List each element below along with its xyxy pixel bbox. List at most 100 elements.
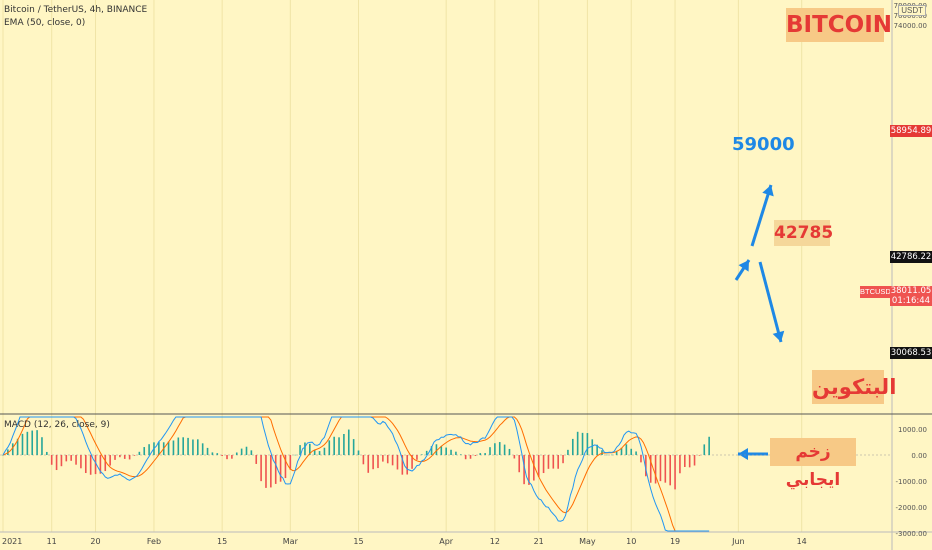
arrow-up-large-shaft [750, 184, 773, 247]
macd-histogram-bar [265, 455, 267, 488]
macd-histogram-bar [664, 455, 667, 483]
macd-histogram-bar [533, 455, 535, 481]
macd-line [2, 416, 710, 532]
macd-histogram-bar [11, 443, 14, 455]
macd-histogram-bar [698, 455, 701, 456]
macd-histogram-bar [620, 447, 623, 455]
macd-histogram-bar [362, 455, 365, 465]
macd-histogram-bar [669, 455, 671, 486]
macd-histogram-bar [352, 439, 355, 455]
macd-histogram-bar [562, 455, 564, 464]
macd-histogram-bar [240, 448, 243, 455]
macd-histogram-bar [586, 433, 589, 455]
macd-histogram-bar [649, 455, 652, 483]
label-42785: 42785 [774, 220, 833, 246]
macd-histogram-bar [347, 429, 350, 455]
x-tick-label: Mar [283, 537, 299, 546]
macd-histogram-bar [148, 444, 150, 455]
macd-histogram-bar [528, 455, 530, 485]
macd-histogram-bar [289, 455, 292, 470]
macd-histogram-bar [313, 449, 316, 455]
macd-histogram-bar [70, 455, 72, 461]
macd-histogram-bar [250, 450, 253, 455]
macd-tick-label: -2000.00 [896, 504, 927, 512]
macd-histogram-bar [450, 449, 452, 455]
macd-histogram-bar [123, 455, 126, 459]
macd-histogram-bar [382, 455, 384, 462]
tag-mid-level: 42786.22 [890, 251, 932, 263]
currency-label: USDT [898, 5, 926, 16]
macd-histogram-bar [60, 455, 63, 467]
macd-histogram-bar [391, 455, 394, 466]
macd-histogram-bar [615, 450, 618, 455]
macd-histogram-bar [552, 455, 555, 469]
x-tick-label: May [579, 537, 596, 546]
macd-histogram-bar [143, 447, 146, 455]
macd-histogram-bar [94, 455, 97, 475]
x-tick-label: 21 [534, 537, 544, 546]
x-tick-label: 15 [353, 537, 363, 546]
macd-histogram-bar [80, 455, 82, 469]
macd-histogram-bar [469, 455, 472, 459]
tag-current-price: 38011.05 01:16:44 [890, 286, 932, 306]
x-tick-label: 20 [90, 537, 100, 546]
arrows [734, 184, 785, 460]
macd-histogram-bar [635, 451, 637, 455]
macd-histogram-bar [508, 448, 511, 455]
macd-histogram-bar [187, 437, 189, 455]
macd-histogram-bar [494, 443, 496, 455]
macd-histogram-bar [372, 455, 374, 470]
macd-histogram-bar [513, 455, 516, 459]
macd-histogram-bar [654, 455, 657, 484]
arrow-down-head [772, 330, 785, 342]
macd-histogram-bar [309, 443, 311, 455]
macd-histogram-bar [386, 455, 389, 464]
macd-histogram-bar [21, 433, 24, 455]
chart-legend: Bitcoin / TetherUS, 4h, BINANCE EMA (50,… [4, 4, 147, 30]
macd-histogram-bar [684, 455, 686, 468]
y-tick-label: 76000.00 [894, 12, 927, 20]
momentum-label: زخم ايجابي [770, 438, 856, 490]
macd-histogram-bar [411, 455, 413, 469]
macd-histogram-bar [484, 453, 486, 455]
macd-histogram-bar [674, 455, 676, 490]
x-tick-label: 11 [47, 537, 57, 546]
macd-signal-line [2, 416, 710, 532]
x-tick-label: 15 [217, 537, 227, 546]
macd-histogram-bar [172, 440, 175, 455]
macd-histogram-bar [65, 455, 68, 462]
macd-histogram-bar [523, 455, 525, 485]
macd-histogram-bar [606, 454, 608, 456]
x-tick-label: 10 [626, 537, 636, 546]
macd-histogram-bar [318, 451, 321, 455]
macd-histogram-bar [328, 440, 331, 455]
macd-histogram-bar [119, 455, 121, 458]
x-tick-label: 2021 [2, 537, 22, 546]
macd-histogram-bar [489, 447, 491, 455]
arrow-momentum-head [738, 448, 748, 460]
macd-histogram-bar [547, 455, 550, 469]
current-price: 38011.05 [890, 286, 932, 296]
macd-histogram-bar [182, 437, 184, 455]
macd-histogram-bar [596, 444, 598, 455]
macd-histogram-bar [542, 455, 545, 474]
macd-histogram-bar [688, 455, 691, 468]
macd-histogram-bar [440, 445, 443, 455]
macd-histogram-bar [16, 438, 19, 455]
macd-histogram-bar [401, 455, 404, 475]
macd-histogram-bar [26, 431, 29, 455]
macd-histogram-bar [114, 455, 116, 460]
x-tick-label: 14 [797, 537, 807, 546]
macd-histogram-bar [260, 455, 262, 482]
macd-histogram-bar [640, 455, 642, 463]
macd-histogram-bar [84, 455, 87, 474]
macd-histogram-bar [299, 445, 301, 455]
macd-histogram-bar [294, 454, 296, 456]
title-bitcoin-arabic: البتكوين [812, 370, 896, 404]
macd-histogram-bar [557, 455, 559, 469]
macd-histogram-bar [591, 439, 594, 455]
macd-histogram-bar [518, 455, 521, 473]
macd-histogram-bar [46, 451, 48, 455]
macd-histogram-bar [343, 433, 345, 455]
